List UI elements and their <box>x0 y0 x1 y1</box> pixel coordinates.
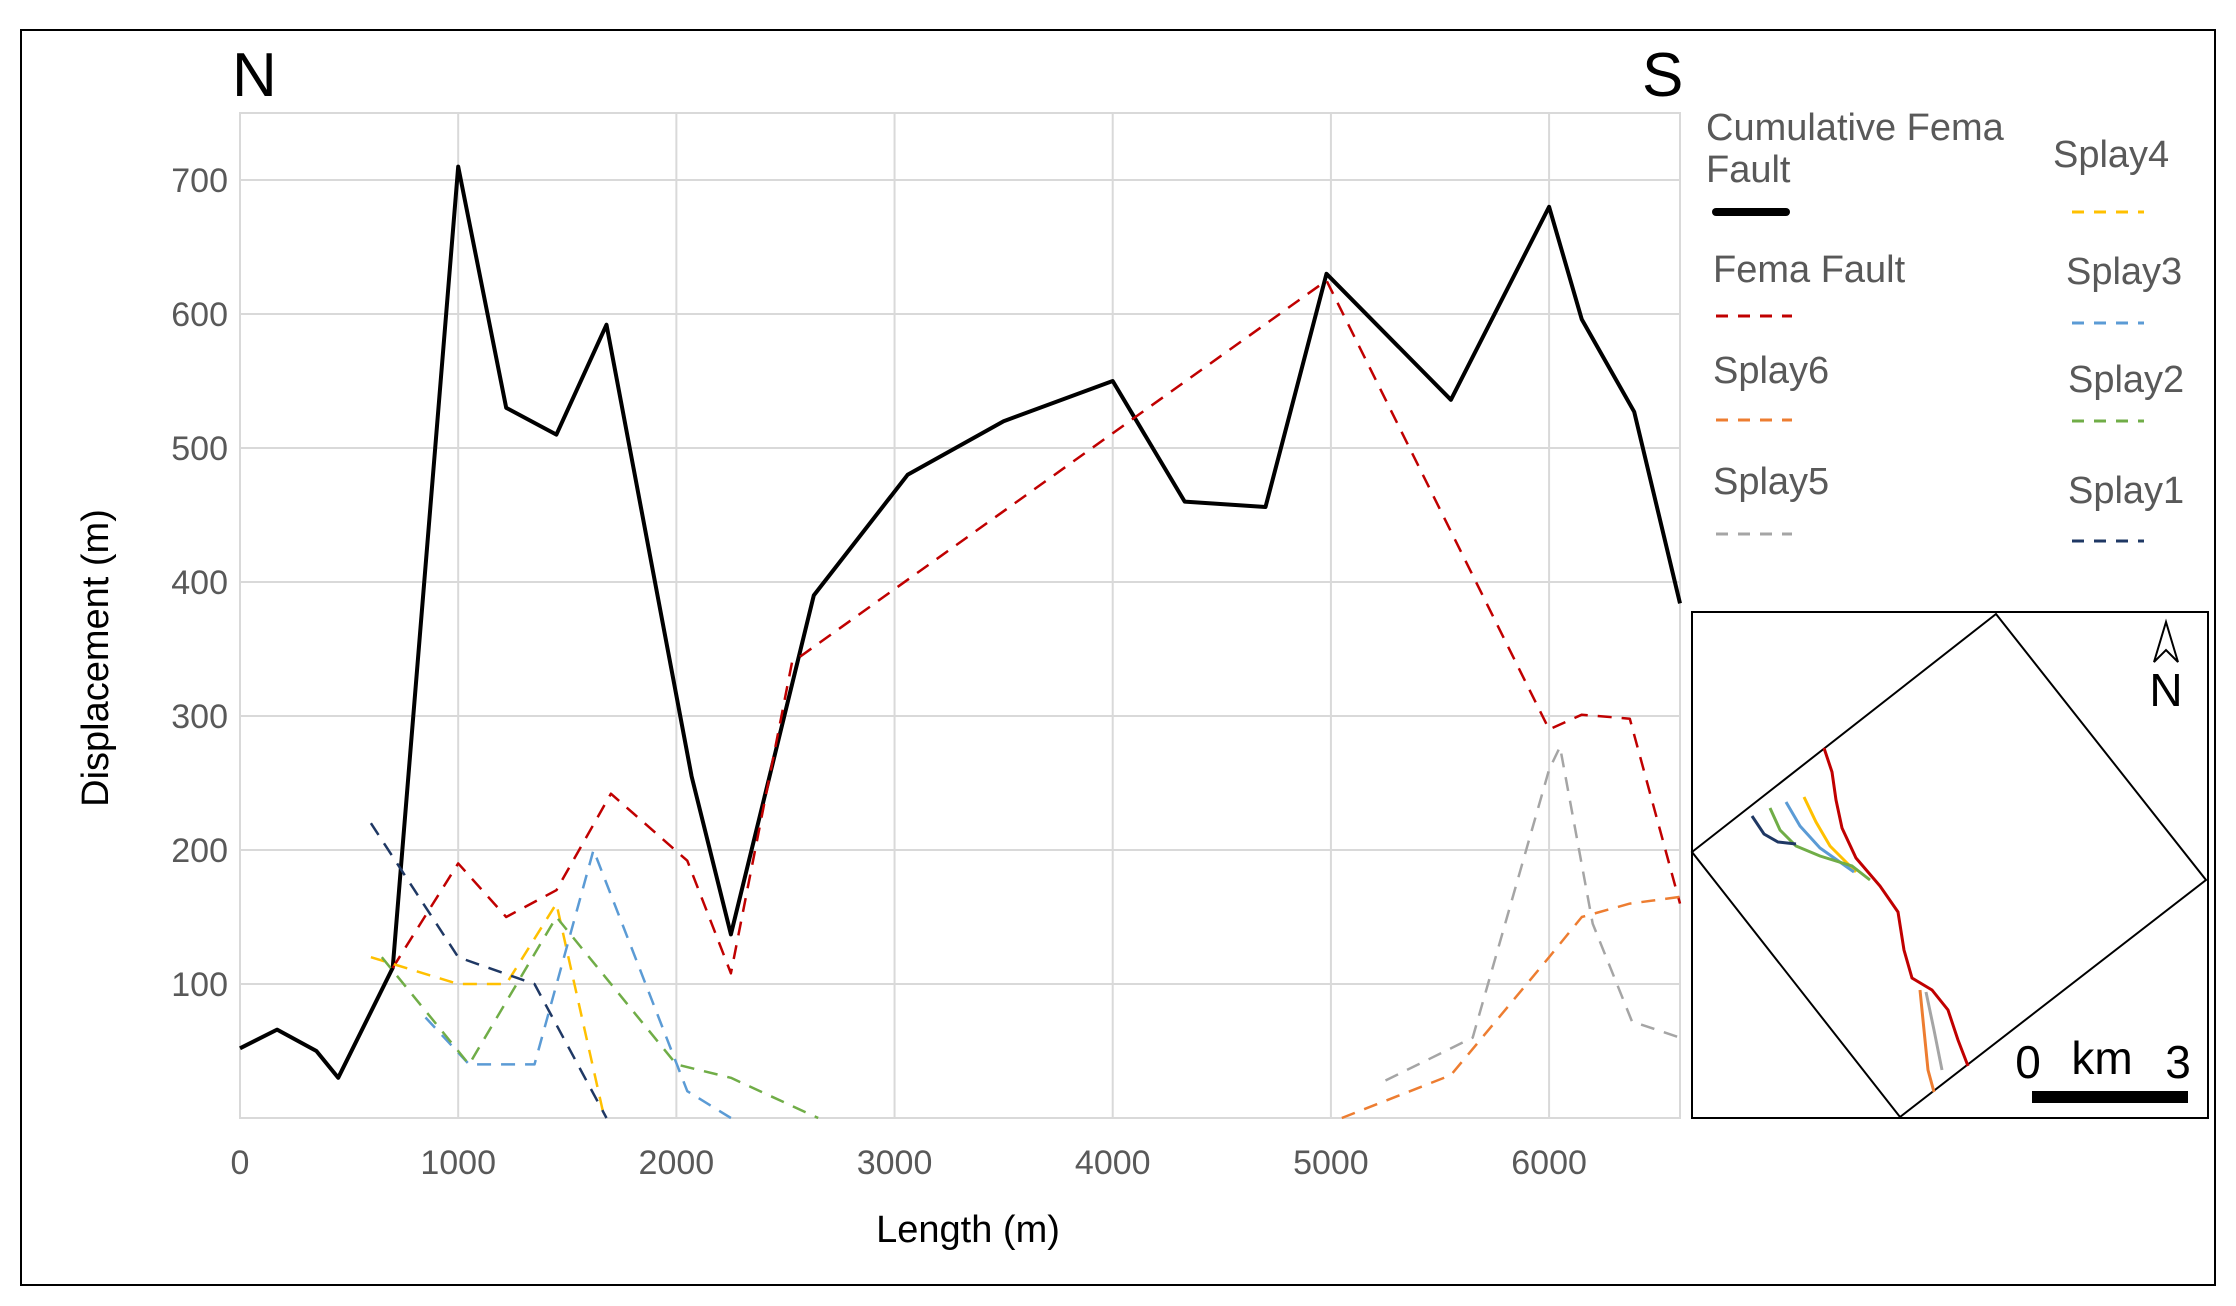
x-tick-label: 6000 <box>1511 1144 1587 1182</box>
legend-label-splay3: Splay3 <box>2066 251 2182 293</box>
y-tick-label: 700 <box>171 162 228 200</box>
inset-trace-fema-fault <box>1822 747 1970 1067</box>
x-tick-label: 0 <box>231 1144 250 1182</box>
scale-bar-start-label: 0 <box>2015 1036 2041 1088</box>
direction-label-north: N <box>232 41 277 110</box>
y-tick-label: 300 <box>171 698 228 736</box>
inset-frame <box>1691 611 2209 1119</box>
inset-trace-splay6 <box>1918 989 1936 1093</box>
axis-tick-labels: 0 1000 2000 3000 4000 5000 6000 100 200 300 400 500… <box>171 162 1587 1182</box>
inset-north-label: N <box>2149 664 2182 716</box>
x-axis-title: Length (m) <box>876 1209 1060 1251</box>
inset-map: N 0 km 3 <box>1690 611 2209 1119</box>
inset-trace-splay5 <box>1924 991 1944 1071</box>
series-lines <box>239 164 1682 1120</box>
series-line-cumulative-fema-fault <box>239 164 1682 1080</box>
y-tick-label: 400 <box>171 564 228 602</box>
legend-label-cumulative-fema-fault: Cumulative Fema Fault <box>1706 107 2005 191</box>
scale-bar-end-label: 3 <box>2165 1036 2191 1088</box>
y-tick-label: 200 <box>171 832 228 870</box>
scale-bar-unit-label: km <box>2071 1032 2132 1084</box>
series-line-splay3 <box>424 848 732 1120</box>
inset-study-area-outline <box>1690 612 2208 1119</box>
inset-trace-splay2 <box>1768 807 1871 882</box>
series-line-splay1 <box>369 822 608 1119</box>
y-tick-label: 600 <box>171 296 228 334</box>
legend-label-splay5: Splay5 <box>1713 461 1829 503</box>
legend-label-splay6: Splay6 <box>1713 350 1829 392</box>
legend: Cumulative Fema Fault Fema Fault Splay6 Spla… <box>1706 107 2184 543</box>
series-line-splay6 <box>1341 895 1681 1120</box>
legend-label-fema-fault: Fema Fault <box>1713 249 1906 291</box>
inset-trace-splay4 <box>1802 796 1858 874</box>
y-tick-label: 100 <box>171 966 228 1004</box>
series-line-fema-fault <box>391 279 1682 975</box>
x-tick-label: 2000 <box>639 1144 715 1182</box>
grid <box>239 113 1680 1118</box>
x-tick-label: 3000 <box>857 1144 933 1182</box>
x-tick-label: 1000 <box>420 1144 496 1182</box>
x-tick-label: 5000 <box>1293 1144 1369 1182</box>
legend-label-splay4: Splay4 <box>2053 134 2169 176</box>
legend-label-splay2: Splay2 <box>2068 359 2184 401</box>
inset-trace-splay1 <box>1750 815 1797 846</box>
series-line-splay4 <box>370 902 606 1119</box>
y-tick-label: 500 <box>171 430 228 468</box>
legend-label-splay1: Splay1 <box>2068 470 2184 512</box>
north-arrow-icon <box>2153 618 2179 663</box>
direction-label-south: S <box>1642 41 1683 110</box>
series-line-splay5 <box>1384 745 1681 1082</box>
scale-bar <box>2032 1091 2188 1103</box>
x-tick-label: 4000 <box>1075 1144 1151 1182</box>
y-axis-title: Displacement (m) <box>75 509 117 807</box>
